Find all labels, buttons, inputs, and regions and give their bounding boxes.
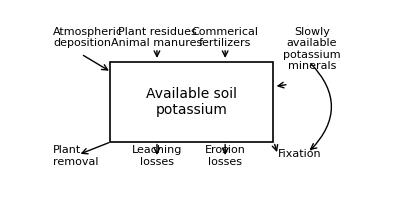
Text: Leaching
losses: Leaching losses	[132, 145, 182, 167]
Text: Plant residues
Animal manures: Plant residues Animal manures	[111, 27, 202, 48]
Text: Erosion
losses: Erosion losses	[205, 145, 246, 167]
Text: Fixation: Fixation	[278, 149, 322, 159]
Text: Atmospheric
deposition: Atmospheric deposition	[53, 27, 123, 48]
Text: Plant
removal: Plant removal	[53, 145, 98, 167]
Text: Available soil
potassium: Available soil potassium	[146, 87, 237, 117]
Bar	[110, 61, 273, 142]
Text: Commerical
fertilizers: Commerical fertilizers	[192, 27, 259, 48]
Text: Slowly
available
potassium
minerals: Slowly available potassium minerals	[283, 27, 341, 72]
